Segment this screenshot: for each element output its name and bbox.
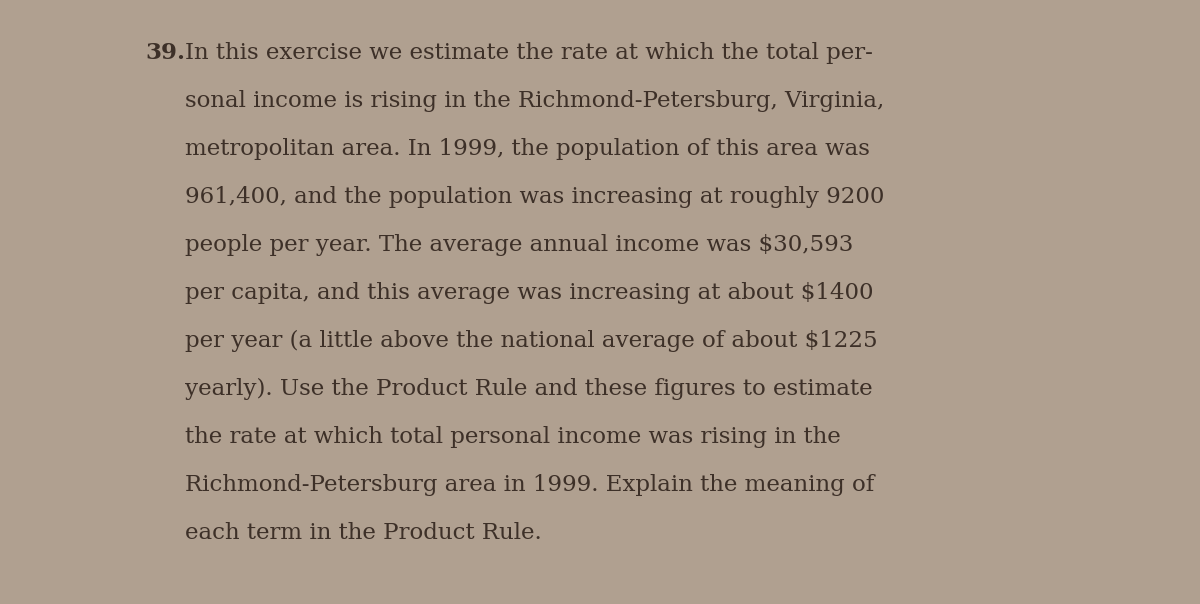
Text: each term in the Product Rule.: each term in the Product Rule. [185,522,541,544]
Text: people per year. The average annual income was $30,593: people per year. The average annual inco… [185,234,853,256]
Text: metropolitan area. In 1999, the population of this area was: metropolitan area. In 1999, the populati… [185,138,870,160]
Text: per year (a little above the national average of about $1225: per year (a little above the national av… [185,330,877,352]
Text: 961,400, and the population was increasing at roughly 9200: 961,400, and the population was increasi… [185,186,884,208]
Text: the rate at which total personal income was rising in the: the rate at which total personal income … [185,426,841,448]
Text: per capita, and this average was increasing at about $1400: per capita, and this average was increas… [185,282,874,304]
Text: Richmond-Petersburg area in 1999. Explain the meaning of: Richmond-Petersburg area in 1999. Explai… [185,474,875,496]
Text: sonal income is rising in the Richmond-Petersburg, Virginia,: sonal income is rising in the Richmond-P… [185,90,884,112]
Text: yearly). Use the Product Rule and these figures to estimate: yearly). Use the Product Rule and these … [185,378,872,400]
Text: 39.: 39. [145,42,185,64]
Text: In this exercise we estimate the rate at which the total per-: In this exercise we estimate the rate at… [185,42,872,64]
